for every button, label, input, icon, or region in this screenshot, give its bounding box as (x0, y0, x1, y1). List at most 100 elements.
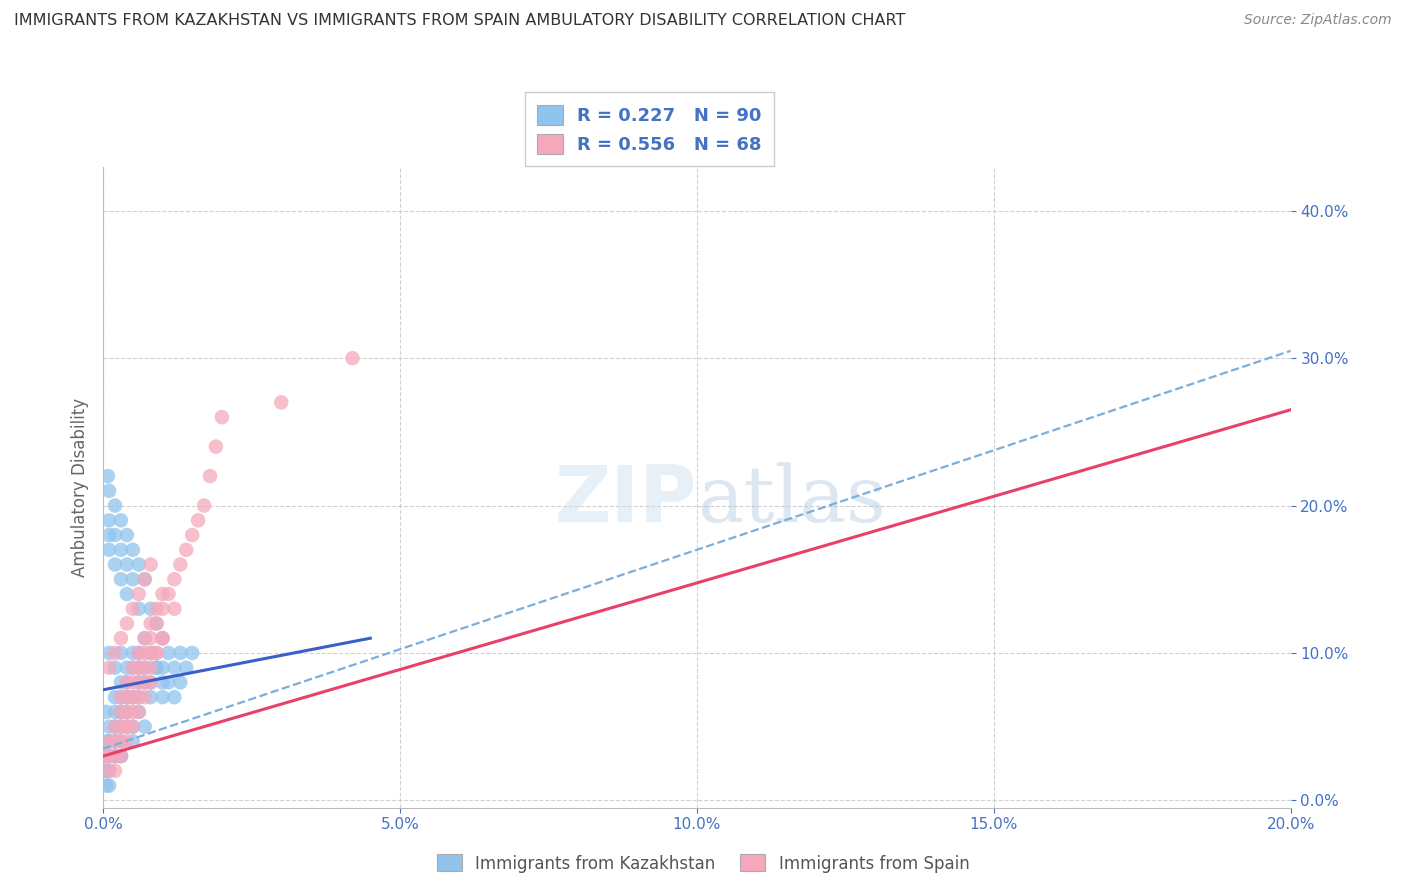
Point (139, 646, 162, 660)
Point (104, 749, 127, 764)
Point (115, 616, 138, 631)
Point (110, 734, 132, 748)
Point (169, 558, 191, 572)
Point (98, 483, 121, 498)
Point (145, 661, 167, 675)
Point (134, 675, 156, 690)
Point (104, 749, 127, 764)
Point (98, 734, 121, 748)
Point (145, 661, 167, 675)
Point (134, 631, 156, 645)
Point (110, 705, 132, 719)
Point (139, 601, 162, 615)
Point (139, 675, 162, 690)
Legend: R = 0.227   N = 90, R = 0.556   N = 68: R = 0.227 N = 90, R = 0.556 N = 68 (524, 92, 775, 167)
Point (139, 675, 162, 690)
Point (270, 395, 292, 409)
Point (134, 631, 156, 645)
Point (128, 601, 150, 615)
Point (98, 779, 121, 793)
Point (187, 513, 209, 527)
Point (115, 661, 138, 675)
Point (121, 675, 143, 690)
Point (128, 690, 150, 705)
Point (121, 690, 143, 705)
Point (110, 690, 132, 705)
Point (98, 764, 121, 778)
Text: Source: ZipAtlas.com: Source: ZipAtlas.com (1244, 13, 1392, 28)
Point (104, 499, 127, 513)
Point (115, 720, 138, 734)
Point (134, 661, 156, 675)
Point (115, 734, 138, 748)
Point (211, 410, 233, 425)
Point (163, 601, 186, 615)
Point (98, 542, 121, 557)
Point (94, 749, 117, 764)
Point (110, 705, 132, 719)
Point (104, 720, 127, 734)
Point (128, 675, 150, 690)
Point (152, 631, 174, 645)
Point (104, 734, 127, 748)
Point (98, 513, 121, 527)
Point (94, 734, 117, 748)
Point (157, 587, 180, 601)
Point (174, 542, 197, 557)
Point (134, 690, 156, 705)
Point (134, 661, 156, 675)
Point (110, 513, 132, 527)
Point (128, 705, 150, 719)
Point (128, 558, 150, 572)
Point (157, 675, 180, 690)
Text: IMMIGRANTS FROM KAZAKHSTAN VS IMMIGRANTS FROM SPAIN AMBULATORY DISABILITY CORREL: IMMIGRANTS FROM KAZAKHSTAN VS IMMIGRANTS… (14, 13, 905, 29)
Point (115, 690, 138, 705)
Point (104, 720, 127, 734)
Point (98, 661, 121, 675)
Point (110, 542, 132, 557)
Point (121, 601, 143, 615)
Point (145, 616, 167, 631)
Point (104, 646, 127, 660)
Point (115, 528, 138, 542)
Point (121, 646, 143, 660)
Legend: Immigrants from Kazakhstan, Immigrants from Spain: Immigrants from Kazakhstan, Immigrants f… (430, 847, 976, 880)
Point (163, 661, 186, 675)
Point (121, 661, 143, 675)
Point (163, 572, 186, 586)
Point (121, 720, 143, 734)
Point (139, 661, 162, 675)
Point (134, 720, 156, 734)
Point (104, 734, 127, 748)
Point (98, 749, 121, 764)
Point (98, 734, 121, 748)
Point (115, 705, 138, 719)
Point (145, 616, 167, 631)
Point (110, 675, 132, 690)
Point (104, 661, 127, 675)
Point (128, 661, 150, 675)
Point (110, 572, 132, 586)
Point (115, 675, 138, 690)
Point (134, 675, 156, 690)
Point (128, 587, 150, 601)
Point (145, 646, 167, 660)
Point (139, 646, 162, 660)
Point (169, 675, 191, 690)
Point (128, 675, 150, 690)
Point (115, 720, 138, 734)
Point (169, 646, 191, 660)
Point (128, 705, 150, 719)
Point (121, 690, 143, 705)
Point (98, 764, 121, 778)
Point (145, 601, 167, 615)
Point (157, 646, 180, 660)
Point (174, 661, 197, 675)
Point (342, 351, 364, 366)
Point (163, 690, 186, 705)
Point (181, 646, 204, 660)
Point (98, 528, 121, 542)
Point (115, 690, 138, 705)
Point (94, 764, 117, 778)
Y-axis label: Ambulatory Disability: Ambulatory Disability (72, 398, 89, 577)
